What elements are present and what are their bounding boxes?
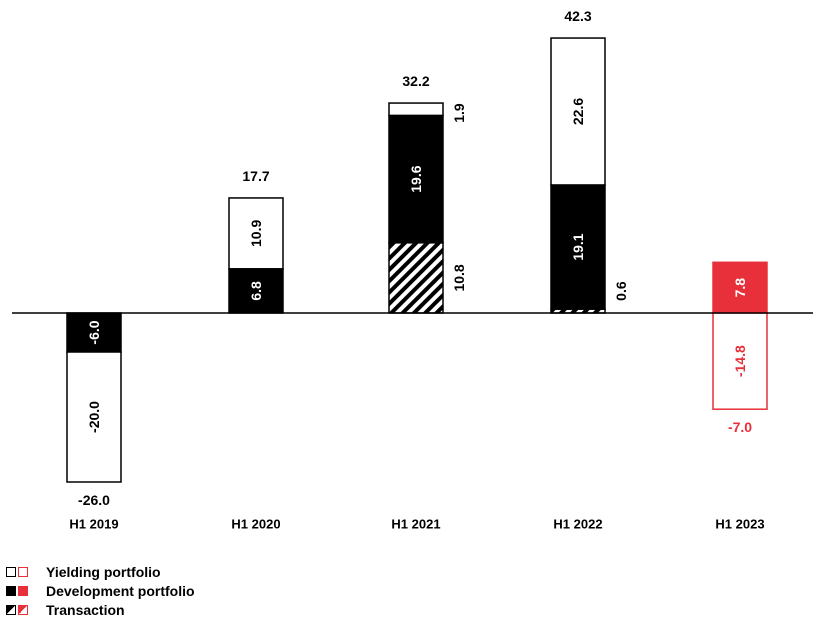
yielding-black-swatch bbox=[6, 566, 16, 577]
labels-layer: -6.0 -20.0 -26.0 H1 2019 6.8 10.9 17.7 H1 2020 1… bbox=[69, 8, 764, 531]
development-black-swatch bbox=[6, 585, 16, 596]
segment-value-label: 19.1 bbox=[570, 233, 586, 260]
segment-value-label: 22.6 bbox=[570, 98, 586, 125]
transaction-swatches bbox=[6, 604, 42, 615]
total-value-label: -7.0 bbox=[728, 419, 752, 435]
bar-segment-development-portfolio bbox=[712, 261, 768, 314]
bar-segment-yielding-portfolio bbox=[66, 351, 122, 483]
segment-value-label: -20.0 bbox=[86, 401, 102, 433]
segment-value-label: 6.8 bbox=[248, 281, 264, 301]
total-value-label: 42.3 bbox=[564, 8, 591, 24]
bar-segment-transaction bbox=[388, 242, 444, 314]
transaction-black-swatch bbox=[6, 604, 16, 615]
bar-segment-yielding-portfolio bbox=[712, 312, 768, 410]
bar-segment-yielding-portfolio bbox=[550, 37, 606, 186]
legend: Yielding portfolio Development portfolio… bbox=[6, 562, 195, 619]
yielding-swatches bbox=[6, 566, 42, 577]
total-value-label: 32.2 bbox=[402, 73, 429, 89]
legend-label-transaction: Transaction bbox=[46, 601, 125, 618]
category-label: H1 2023 bbox=[715, 517, 764, 532]
yielding-red-swatch bbox=[18, 566, 28, 577]
bar-segment-yielding-portfolio bbox=[388, 102, 444, 117]
bar-segment-development-portfolio bbox=[388, 114, 444, 244]
segment-value-label: 0.6 bbox=[613, 281, 629, 301]
development-swatches bbox=[6, 585, 42, 596]
segment-value-label: 10.9 bbox=[248, 220, 264, 247]
legend-item-transaction: Transaction bbox=[6, 600, 195, 619]
category-label: H1 2021 bbox=[391, 517, 440, 532]
category-label: H1 2022 bbox=[553, 517, 602, 532]
total-value-label: 17.7 bbox=[242, 168, 269, 184]
bar-segment-development-portfolio bbox=[550, 184, 606, 310]
legend-item-development: Development portfolio bbox=[6, 581, 195, 600]
segment-value-label: 19.6 bbox=[408, 165, 424, 192]
bar-segment-yielding-portfolio bbox=[228, 197, 284, 270]
legend-item-yielding: Yielding portfolio bbox=[6, 562, 195, 581]
segment-value-label: 10.8 bbox=[451, 264, 467, 291]
category-label: H1 2019 bbox=[69, 517, 118, 532]
segment-value-label: 1.9 bbox=[451, 103, 467, 123]
total-value-label: -26.0 bbox=[78, 492, 110, 508]
segment-value-label: 7.8 bbox=[732, 278, 748, 298]
bar-segment-development-portfolio bbox=[66, 312, 122, 353]
category-label: H1 2020 bbox=[231, 517, 280, 532]
segment-value-label: -14.8 bbox=[732, 345, 748, 377]
bars-layer bbox=[66, 37, 768, 483]
legend-label-yielding: Yielding portfolio bbox=[46, 563, 161, 580]
legend-label-development: Development portfolio bbox=[46, 582, 195, 599]
segment-value-label: -6.0 bbox=[86, 320, 102, 344]
transaction-red-swatch bbox=[18, 604, 28, 615]
development-red-swatch bbox=[18, 585, 28, 596]
